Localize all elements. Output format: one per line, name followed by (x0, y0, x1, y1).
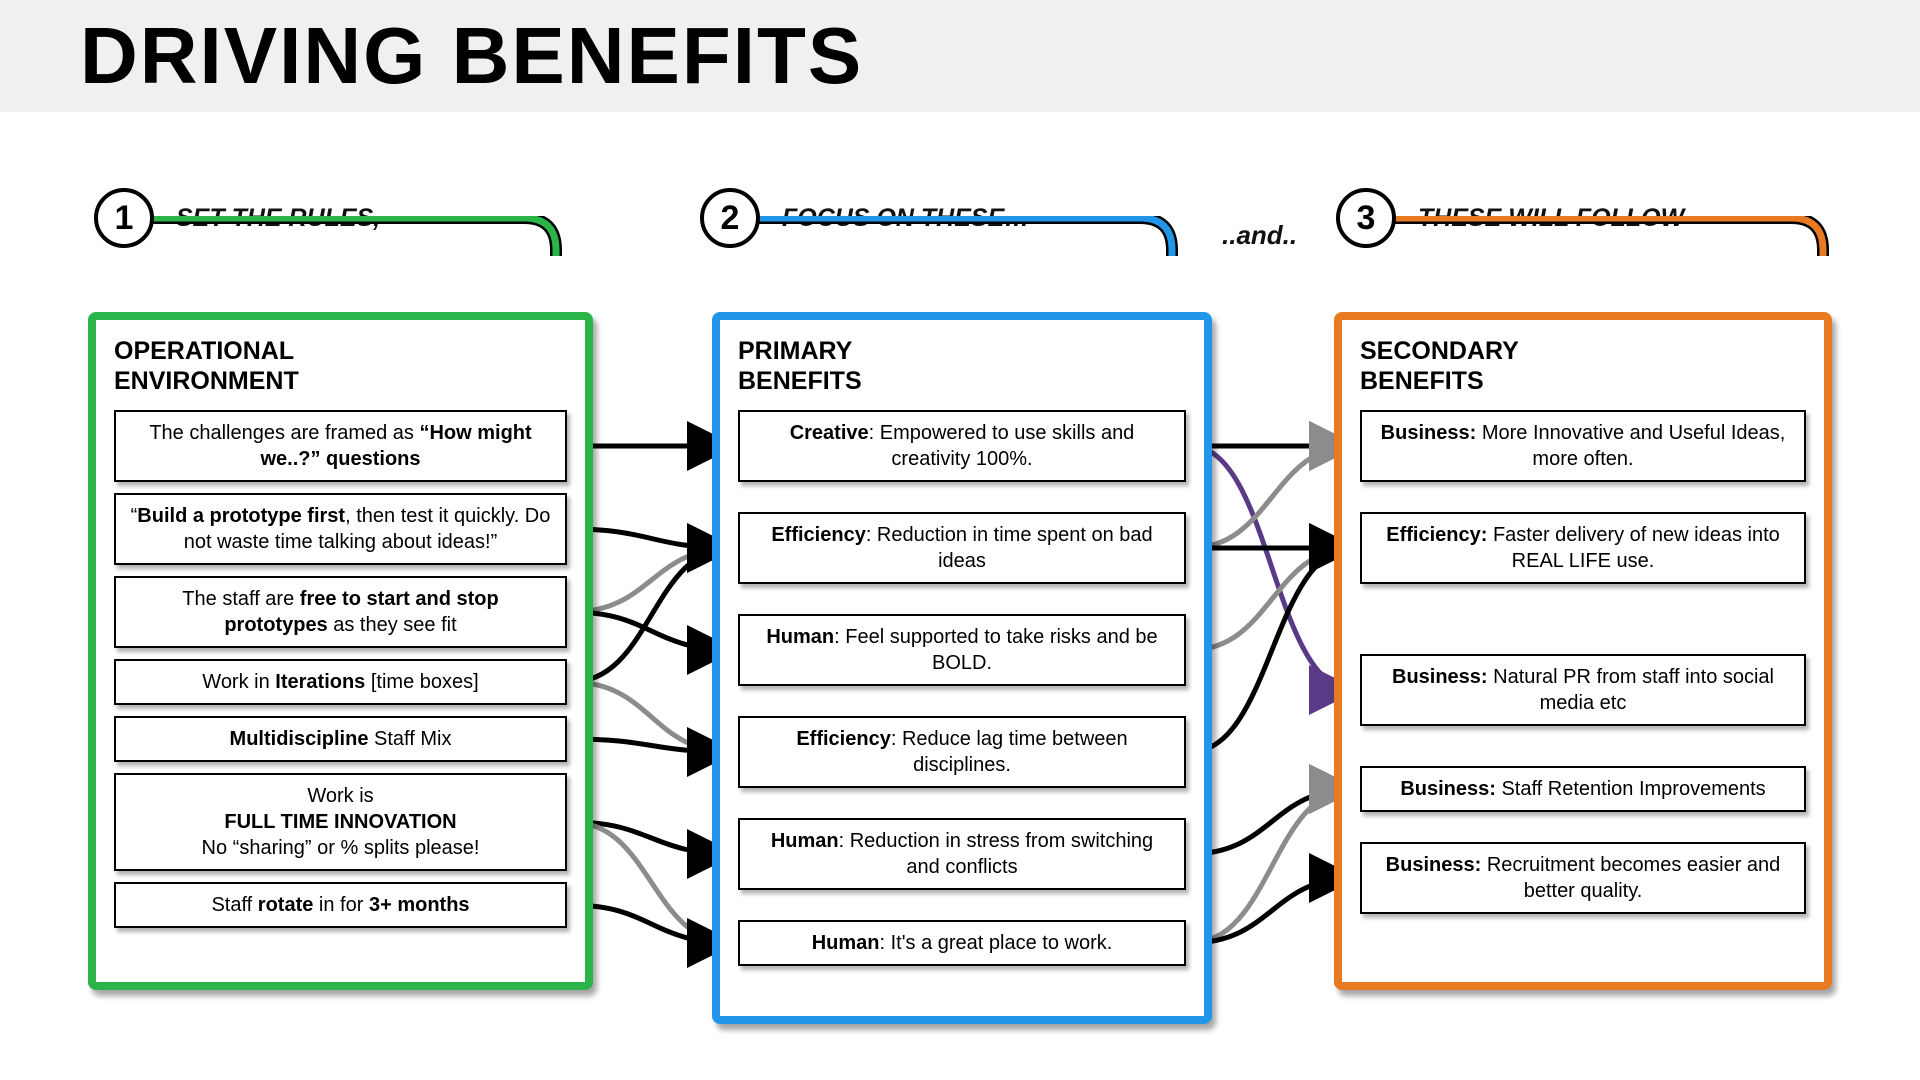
title-bar: DRIVING BENEFITS (0, 0, 1920, 112)
step-header-1: 1 SET THE RULES, (94, 188, 380, 248)
item-box: Business: Recruitment becomes easier and… (1360, 842, 1806, 914)
item-box: Human: Feel supported to take risks and … (738, 614, 1186, 686)
item-box: The staff are free to start and stop pro… (114, 576, 567, 648)
item-box: Staff rotate in for 3+ months (114, 882, 567, 928)
bracket-arrow-3 (1366, 216, 1851, 256)
column-primary-benefits: PRIMARYBENEFITS Creative: Empowered to u… (712, 312, 1212, 1024)
column-items-1: The challenges are framed as “How might … (114, 410, 567, 928)
item-box: Efficiency: Reduce lag time between disc… (738, 716, 1186, 788)
column-title-3: SECONDARYBENEFITS (1360, 336, 1806, 396)
item-box: Business: Natural PR from staff into soc… (1360, 654, 1806, 726)
item-box: Work isFULL TIME INNOVATIONNo “sharing” … (114, 773, 567, 871)
item-box: “Build a prototype first, then test it q… (114, 493, 567, 565)
item-box: Work in Iterations [time boxes] (114, 659, 567, 705)
column-operational-environment: OPERATIONALENVIRONMENT The challenges ar… (88, 312, 593, 990)
item-box: Multidiscipline Staff Mix (114, 716, 567, 762)
column-items-3: Business: More Innovative and Useful Ide… (1360, 410, 1806, 914)
item-box: Efficiency: Reduction in time spent on b… (738, 512, 1186, 584)
column-items-2: Creative: Empowered to use skills and cr… (738, 410, 1186, 966)
item-box: Business: More Innovative and Useful Ide… (1360, 410, 1806, 482)
item-box: The challenges are framed as “How might … (114, 410, 567, 482)
item-box: Efficiency: Faster delivery of new ideas… (1360, 512, 1806, 584)
item-box: Human: It's a great place to work. (738, 920, 1186, 966)
item-box: Creative: Empowered to use skills and cr… (738, 410, 1186, 482)
step-number-2: 2 (700, 188, 760, 248)
step-number-3: 3 (1336, 188, 1396, 248)
column-title-1: OPERATIONALENVIRONMENT (114, 336, 567, 396)
diagram-canvas: 1 SET THE RULES, 2 FOCUS ON THESE… 3 THE… (0, 112, 1920, 1072)
bracket-arrow-1 (124, 216, 584, 256)
step-header-3: 3 THESE WILL FOLLOW (1336, 188, 1684, 248)
column-secondary-benefits: SECONDARYBENEFITS Business: More Innovat… (1334, 312, 1832, 990)
bracket-arrow-2 (730, 216, 1200, 256)
step-header-2: 2 FOCUS ON THESE… (700, 188, 1029, 248)
column-title-2: PRIMARYBENEFITS (738, 336, 1186, 396)
item-box: Human: Reduction in stress from switchin… (738, 818, 1186, 890)
step-number-1: 1 (94, 188, 154, 248)
page-title: DRIVING BENEFITS (80, 10, 1920, 102)
item-box: Business: Staff Retention Improvements (1360, 766, 1806, 812)
connector-and-text: ..and.. (1222, 220, 1297, 251)
